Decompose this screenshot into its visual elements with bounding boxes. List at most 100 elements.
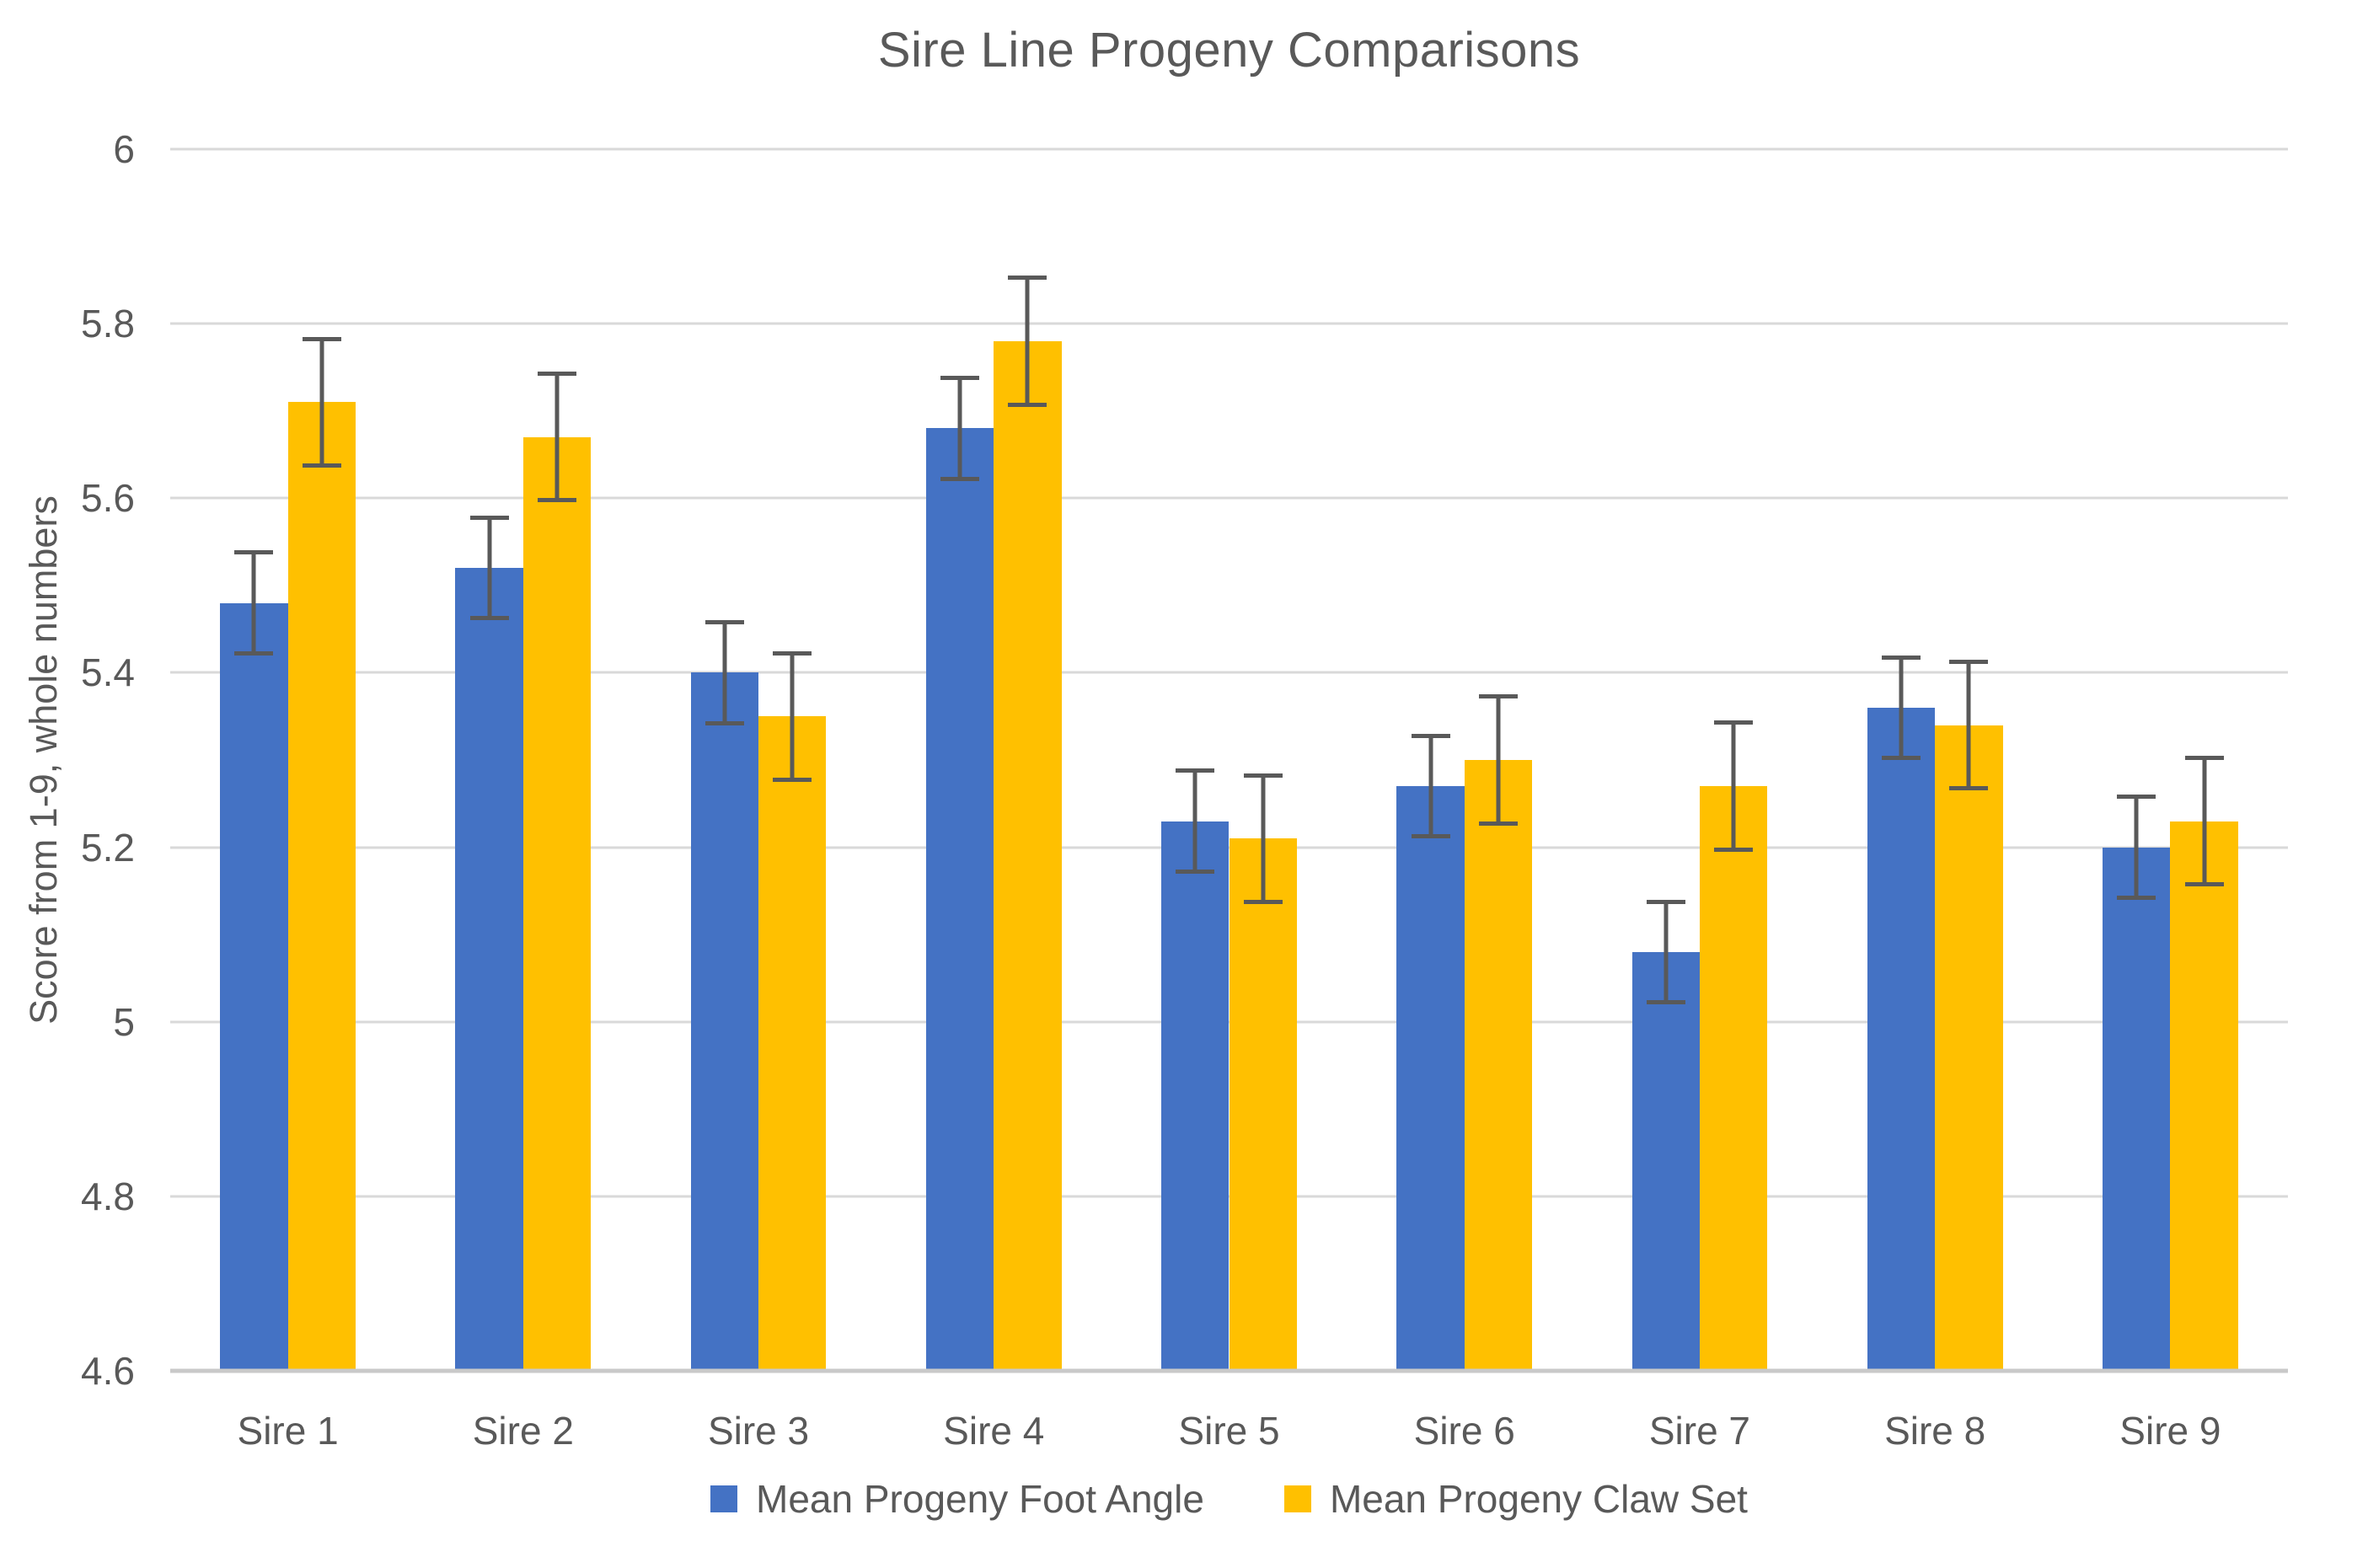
error-bar <box>1881 655 1921 760</box>
error-bar <box>1714 720 1754 852</box>
error-bar-part <box>1478 821 1518 826</box>
y-tick-label: 5.2 <box>81 825 135 870</box>
error-bar-part <box>1646 999 1685 1004</box>
error-bar <box>302 336 341 468</box>
bar-sire7-series2 <box>1699 786 1768 1371</box>
bar-sire1-series1 <box>220 602 288 1371</box>
y-tick-label: 6 <box>113 127 135 171</box>
error-bar <box>234 550 274 656</box>
error-bar-part <box>538 498 577 503</box>
error-bar-part <box>487 516 492 621</box>
error-bar-part <box>705 720 744 725</box>
error-bar-part <box>1949 786 1989 791</box>
error-bar-part <box>1714 720 1754 725</box>
error-bar-part <box>1731 720 1736 852</box>
x-category-label: Sire 5 <box>1178 1409 1280 1453</box>
error-bar-part <box>1192 768 1197 874</box>
y-tick-label: 5.6 <box>81 476 135 521</box>
bar-sire7-series1 <box>1631 951 1700 1371</box>
bar-sire2-series1 <box>455 568 523 1371</box>
error-bar-part <box>790 650 795 782</box>
error-bar-part <box>1176 869 1215 874</box>
error-bar <box>1243 773 1283 904</box>
error-bar-part <box>1261 773 1266 904</box>
error-bar <box>469 516 509 621</box>
bar-sire8-series1 <box>1867 707 1936 1371</box>
y-tick-label: 4.8 <box>81 1174 135 1218</box>
x-category-label: Sire 8 <box>1884 1409 1986 1453</box>
error-bar <box>705 620 744 725</box>
error-bar-part <box>1646 899 1685 904</box>
error-bar-part <box>1411 733 1450 738</box>
error-bar-part <box>1428 733 1433 839</box>
error-bar-part <box>2117 795 2156 800</box>
bar-sire3-series1 <box>690 672 759 1371</box>
error-bar-part <box>773 777 812 782</box>
error-bar-part <box>234 650 274 656</box>
gridline <box>170 496 2288 500</box>
y-tick-label: 4.6 <box>81 1349 135 1393</box>
error-bar <box>1008 276 1047 407</box>
error-bar-part <box>302 463 341 468</box>
error-bar <box>940 376 980 481</box>
error-bar-part <box>940 376 980 381</box>
error-bar <box>1949 659 1989 791</box>
error-bar-part <box>1881 655 1921 660</box>
legend-label: Mean Progeny Foot Angle <box>756 1477 1204 1521</box>
bar-sire6-series1 <box>1396 786 1465 1371</box>
legend-item: Mean Progeny Claw Set <box>1283 1476 1748 1522</box>
error-bar-part <box>1496 694 1501 826</box>
error-bar <box>1176 768 1215 874</box>
error-bar-part <box>773 650 812 656</box>
error-bar-part <box>1949 659 1989 664</box>
x-axis-labels: Sire 1 Sire 2 Sire 3 Sire 4 Sire 5 Sire 6 Sire… <box>170 1371 2288 1464</box>
error-bar <box>1478 694 1518 826</box>
error-bar-part <box>234 550 274 555</box>
bar-sire9-series2 <box>2170 821 2238 1371</box>
error-bar-part <box>940 476 980 481</box>
error-bar-part <box>1663 899 1669 1004</box>
gridline <box>170 147 2288 151</box>
x-category-label: Sire 3 <box>707 1409 810 1453</box>
error-bar-part <box>1881 755 1921 760</box>
error-bar-part <box>1176 768 1215 773</box>
error-bar-part <box>1243 899 1283 904</box>
y-axis-ticks: 6 5.8 5.6 5.4 5.2 5 4.8 4.6 <box>0 127 142 1393</box>
x-category-label: Sire 1 <box>237 1409 339 1453</box>
error-bar <box>2184 755 2224 887</box>
legend: Mean Progeny Foot Angle Mean Progeny Claw… <box>170 1476 2288 1522</box>
error-bar <box>538 372 577 503</box>
error-bar-part <box>251 550 256 656</box>
error-bar-part <box>2202 755 2207 887</box>
error-bar-part <box>1025 276 1030 407</box>
error-bar <box>1646 899 1685 1004</box>
error-bar-part <box>302 336 341 341</box>
bar-sire1-series2 <box>287 402 356 1371</box>
bar-sire4-series2 <box>994 340 1062 1371</box>
error-bar-part <box>2184 755 2224 760</box>
legend-item: Mean Progeny Foot Angle <box>710 1476 1204 1522</box>
bar-sire8-series2 <box>1935 725 2003 1371</box>
bar-sire3-series2 <box>758 716 827 1371</box>
error-bar-part <box>2184 882 2224 887</box>
x-category-label: Sire 4 <box>943 1409 1045 1453</box>
error-bar-part <box>469 516 509 520</box>
error-bar-part <box>1411 834 1450 839</box>
bar-sire6-series2 <box>1464 760 1533 1371</box>
error-bar <box>2117 795 2156 900</box>
legend-swatch-icon <box>710 1485 738 1512</box>
y-tick-label: 5 <box>113 999 135 1044</box>
y-tick-label: 5.4 <box>81 650 135 695</box>
error-bar-part <box>1478 694 1518 699</box>
x-category-label: Sire 6 <box>1413 1409 1515 1453</box>
bar-sire2-series2 <box>522 436 592 1371</box>
x-category-label: Sire 7 <box>1648 1409 1751 1453</box>
error-bar-part <box>722 620 727 725</box>
error-bar-part <box>1714 847 1754 852</box>
x-category-label: Sire 2 <box>472 1409 574 1453</box>
error-bar-part <box>705 620 744 625</box>
bar-sire5-series1 <box>1161 821 1230 1371</box>
bar-sire9-series1 <box>2102 847 2171 1371</box>
y-tick-label: 5.8 <box>81 302 135 346</box>
bar-sire4-series1 <box>925 428 994 1371</box>
